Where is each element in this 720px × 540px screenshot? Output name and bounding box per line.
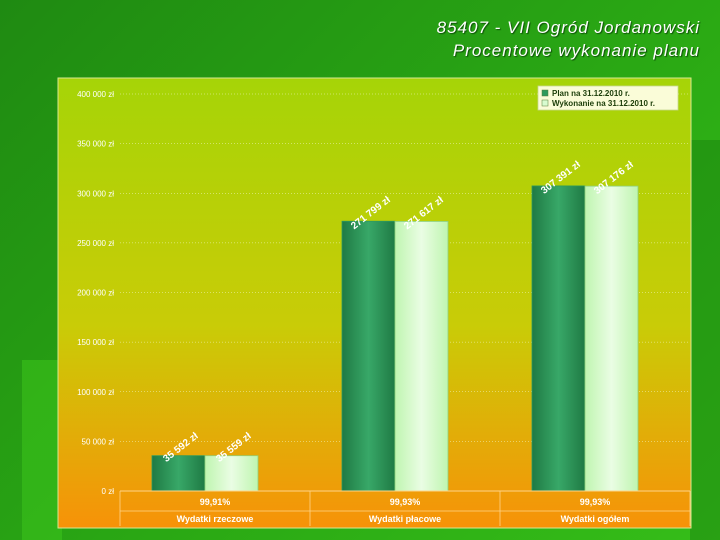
chart-title: 85407 - VII Ogród Jordanowski Procentowe…	[300, 16, 700, 62]
y-tick-label: 300 000 zł	[77, 189, 114, 198]
legend: Plan na 31.12.2010 r.Wykonanie na 31.12.…	[537, 85, 679, 111]
data-table: 99,91% Wydatki rzeczowe 99,93% Wydatki płac…	[119, 490, 691, 526]
bar-wykonanie	[204, 455, 259, 492]
bar-wykonanie	[584, 185, 639, 492]
legend-entry: Wykonanie na 31.12.2010 r.	[552, 99, 655, 108]
legend-box	[537, 85, 679, 111]
bar-wykonanie	[394, 221, 449, 492]
legend-swatch	[541, 89, 549, 97]
y-axis-ticks: 0 zł 50 000 zł 100 000 zł 150 000 zł 200 000…	[77, 90, 114, 496]
legend-entry: Plan na 31.12.2010 r.	[552, 89, 630, 98]
bar-plan	[151, 455, 206, 492]
x-tick-label: Wydatki płacowe	[369, 514, 441, 524]
background-decoration	[690, 140, 720, 540]
x-tick-label: Wydatki ogółem	[561, 514, 630, 524]
y-tick-label: 150 000 zł	[77, 338, 114, 347]
y-tick-label: 250 000 zł	[77, 239, 114, 248]
y-tick-label: 0 zł	[102, 487, 115, 496]
title-line-2: Procentowe wykonanie planu	[452, 41, 700, 60]
y-tick-label: 400 000 zł	[77, 90, 114, 99]
percentage-label: 99,93%	[580, 497, 611, 507]
percentage-label: 99,93%	[390, 497, 421, 507]
bars	[151, 185, 639, 492]
y-tick-label: 50 000 zł	[82, 437, 115, 446]
background-decoration	[22, 360, 62, 540]
title-line-1: 85407 - VII Ogród Jordanowski	[436, 18, 700, 37]
bar-plan	[531, 185, 586, 492]
percentage-label: 99,91%	[200, 497, 231, 507]
legend-swatch	[541, 99, 549, 107]
bar-plan	[341, 220, 396, 492]
y-tick-label: 350 000 zł	[77, 140, 114, 149]
y-tick-label: 100 000 zł	[77, 388, 114, 397]
y-tick-label: 200 000 zł	[77, 289, 114, 298]
x-tick-label: Wydatki rzeczowe	[177, 514, 254, 524]
